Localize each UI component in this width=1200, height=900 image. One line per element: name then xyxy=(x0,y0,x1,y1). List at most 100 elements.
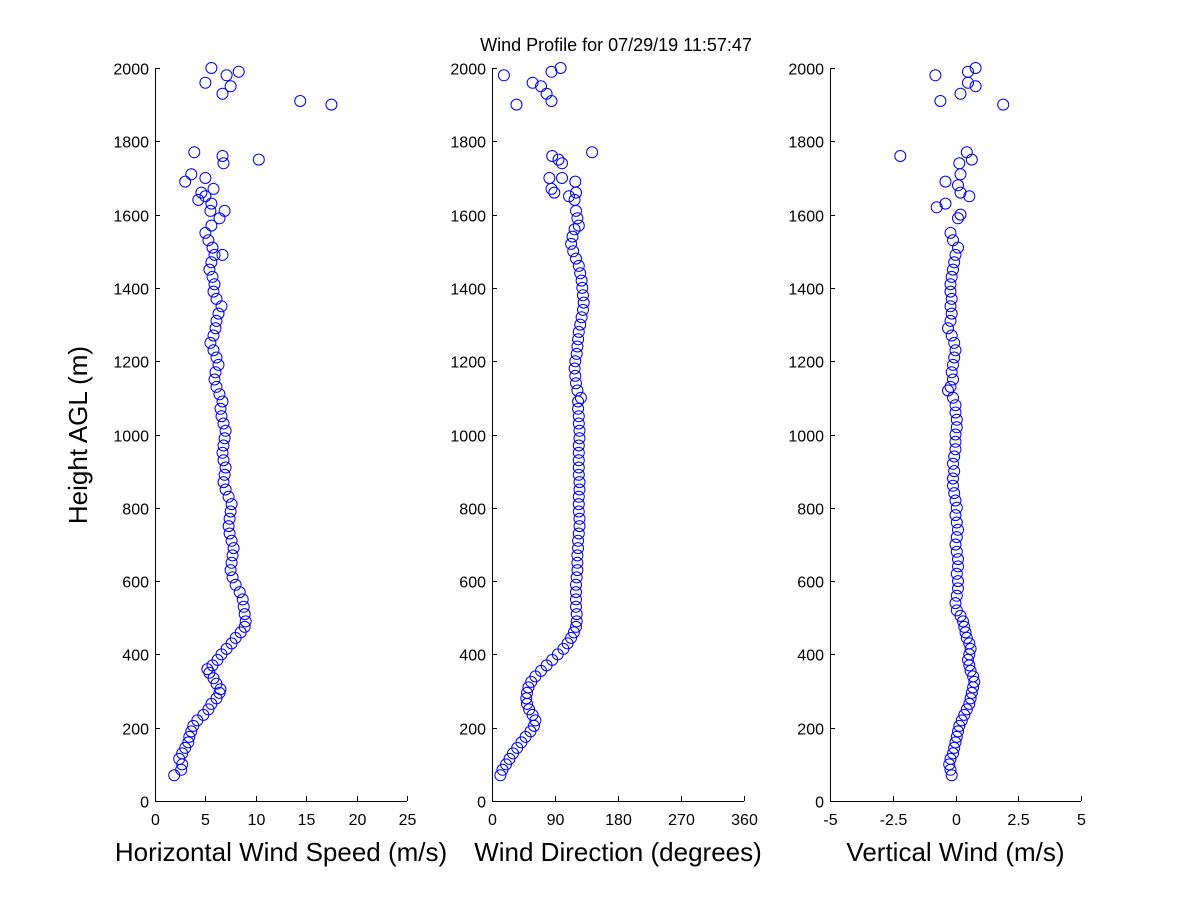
y-tick-label: 200 xyxy=(459,722,486,739)
y-tick-label: 1800 xyxy=(113,135,149,152)
data-point xyxy=(225,534,238,547)
data-point xyxy=(943,758,956,771)
data-point xyxy=(179,175,192,188)
subplot-2: 0 200 400 600 800 1000 1200 1400 1600 1800 2000 0 90… xyxy=(450,62,761,868)
data-point xyxy=(960,146,973,159)
data-point xyxy=(570,593,582,606)
y-tick-label: 0 xyxy=(815,795,824,812)
data-point xyxy=(552,153,565,166)
data-point xyxy=(216,87,229,100)
data-point xyxy=(948,450,961,463)
data-point xyxy=(964,642,977,655)
y-tick-label: 400 xyxy=(797,648,824,665)
data-point xyxy=(199,226,212,239)
data-point xyxy=(571,556,584,569)
y-tick-label: 1200 xyxy=(788,355,824,372)
data-point xyxy=(168,769,181,782)
data-point xyxy=(944,752,957,765)
data-point xyxy=(565,631,578,644)
data-point xyxy=(206,270,219,283)
data-point xyxy=(229,578,242,591)
series-markers xyxy=(168,62,338,782)
data-point xyxy=(183,730,196,743)
x-axis-label: Wind Direction (degrees) xyxy=(474,837,762,867)
data-point xyxy=(566,230,579,243)
data-point xyxy=(199,76,212,89)
y-tick-label: 1000 xyxy=(788,429,824,446)
data-point xyxy=(195,186,208,199)
data-point xyxy=(570,252,582,265)
data-point xyxy=(947,373,959,386)
data-point xyxy=(894,150,907,162)
data-point xyxy=(954,186,967,199)
data-point xyxy=(535,80,547,93)
data-point xyxy=(572,498,585,511)
data-point xyxy=(954,87,967,100)
data-point xyxy=(948,351,961,364)
data-point xyxy=(208,278,221,291)
data-point xyxy=(217,157,230,170)
data-point xyxy=(930,201,943,214)
y-tick-label: 1200 xyxy=(113,355,149,372)
data-point xyxy=(563,190,575,203)
data-point xyxy=(529,714,542,727)
data-point xyxy=(952,725,964,738)
data-point xyxy=(577,289,589,302)
data-point xyxy=(207,182,220,195)
data-point xyxy=(572,534,585,547)
data-point xyxy=(572,505,585,518)
data-point xyxy=(949,509,962,522)
x-tick-label: 20 xyxy=(349,812,367,829)
x-tick-label: 360 xyxy=(731,812,758,829)
data-point xyxy=(217,417,230,430)
data-point xyxy=(573,483,586,496)
subplot-3: 0 200 400 600 800 1000 1200 1400 1600 1800 2000 -5 -… xyxy=(788,62,1086,868)
data-point xyxy=(571,212,584,225)
data-point xyxy=(210,292,223,305)
data-point xyxy=(567,245,580,258)
data-point xyxy=(572,439,585,452)
data-point xyxy=(948,465,961,478)
data-point xyxy=(570,578,582,591)
data-point xyxy=(949,494,962,507)
y-tick-label: 1400 xyxy=(113,282,149,299)
data-point xyxy=(949,538,962,551)
y-tick-label: 600 xyxy=(122,575,149,592)
y-tick-label: 800 xyxy=(122,502,149,519)
data-point xyxy=(213,388,226,401)
data-point xyxy=(944,380,957,393)
data-point xyxy=(572,410,585,423)
data-point xyxy=(939,175,952,188)
series-markers xyxy=(494,62,599,782)
data-point xyxy=(252,153,265,166)
data-point xyxy=(510,98,523,111)
data-point xyxy=(219,461,232,474)
data-point xyxy=(952,553,964,566)
data-point xyxy=(205,62,218,74)
data-point xyxy=(182,736,195,749)
data-point xyxy=(572,325,585,338)
data-point xyxy=(944,300,957,313)
data-point xyxy=(570,204,582,217)
series-markers xyxy=(894,62,1010,782)
data-point xyxy=(569,355,582,368)
data-point xyxy=(955,714,968,727)
data-point xyxy=(238,608,251,621)
data-point xyxy=(216,248,229,261)
data-point xyxy=(554,62,567,74)
data-point xyxy=(207,329,220,342)
data-point xyxy=(949,248,962,261)
data-point xyxy=(216,446,229,459)
data-point xyxy=(573,432,586,445)
data-point xyxy=(962,65,974,78)
data-point xyxy=(215,410,228,423)
data-point xyxy=(205,219,218,232)
x-tick-label: 270 xyxy=(668,812,695,829)
data-point xyxy=(570,347,583,360)
data-point xyxy=(570,600,582,613)
data-point xyxy=(963,637,976,650)
data-point xyxy=(949,443,962,456)
data-point xyxy=(207,285,220,298)
x-tick-label: -5 xyxy=(823,812,837,829)
